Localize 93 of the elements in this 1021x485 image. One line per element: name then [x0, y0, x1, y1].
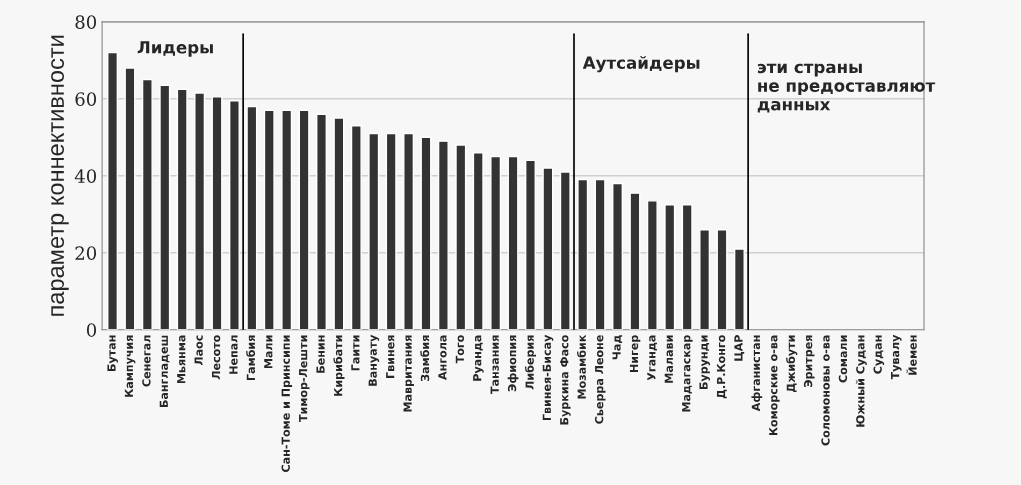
x-tick-label: Южный Судан	[855, 335, 867, 427]
bar	[228, 100, 240, 330]
x-tick-label: Тувалу	[891, 334, 902, 380]
y-tick-label: 80	[75, 15, 97, 29]
x-tick-label: Мозамбик	[576, 334, 586, 399]
y-tick-label: 60	[75, 92, 97, 106]
x-tick-label: Вануату	[368, 334, 380, 386]
x-tick-label: Сан-Томе и Принсипи	[281, 335, 293, 472]
x-tick-label: Д.Р.Конго	[716, 335, 727, 399]
x-tick-label: ЦАР	[734, 335, 745, 361]
x-tick-label: Кирибати	[333, 335, 345, 396]
x-tick-label: Бангладеш	[159, 335, 170, 408]
x-tick-label: Бутан	[107, 335, 118, 371]
bar	[333, 117, 345, 330]
bar	[472, 152, 484, 330]
x-tick-label: Тимор-Лешти	[299, 335, 310, 423]
bar	[612, 182, 624, 330]
bar	[664, 203, 676, 330]
x-tick-label: Гаити	[351, 335, 360, 371]
annotation: эти страны не предоставляют данных	[757, 63, 936, 113]
y-tick-label: 40	[74, 169, 97, 183]
bar	[350, 125, 362, 330]
x-tick-label: Гвинея-Бисау	[542, 334, 554, 421]
x-tick-label: Танзания	[490, 335, 499, 394]
bar	[542, 167, 554, 330]
x-tick-label: Эритрея	[803, 335, 815, 387]
x-tick-label: Сьерра Леоне	[594, 335, 606, 424]
x-tick-label: Бенин	[316, 335, 325, 373]
x-tick-label: Руанда	[473, 335, 484, 381]
x-tick-label: Афганистан	[751, 335, 763, 412]
x-tick-label: Мали	[264, 335, 273, 369]
x-tick-label: Замбия	[420, 335, 430, 382]
x-tick-label: Коморские о-ва	[769, 335, 780, 436]
bar	[577, 178, 589, 330]
bar	[681, 203, 693, 330]
x-tick-label: Ангола	[438, 335, 447, 380]
x-tick-label: Бурунди	[699, 335, 710, 389]
y-axis-title: параметр коннективности	[51, 35, 69, 316]
x-tick-label: Лесото	[211, 335, 221, 380]
bar	[246, 105, 258, 330]
annotation: Лидеры	[137, 41, 213, 57]
y-tick-label: 0	[86, 323, 97, 337]
bar	[403, 132, 415, 330]
x-tick-label: Лаос	[194, 335, 203, 366]
bar	[716, 229, 728, 330]
x-tick-label: Мавритания	[403, 335, 414, 412]
bar	[455, 144, 467, 330]
x-tick-label: Того	[455, 335, 465, 364]
x-tick-label: Непал	[229, 335, 238, 374]
bar	[298, 109, 310, 330]
bar	[629, 192, 641, 330]
bar	[646, 200, 658, 330]
x-tick-label: Кампучия	[124, 335, 136, 397]
bar	[211, 96, 223, 330]
x-tick-label: Соломоновы о-ва	[821, 335, 830, 446]
bar	[524, 159, 536, 330]
bar	[107, 51, 119, 330]
x-tick-label: Йемен	[906, 335, 917, 375]
y-tick-label: 20	[75, 246, 97, 260]
bar	[507, 155, 519, 330]
x-tick-label: Либерия	[524, 335, 537, 390]
annotation: Аутсайдеры	[582, 56, 700, 73]
bar	[263, 109, 275, 330]
bar	[281, 109, 293, 330]
x-tick-label: Сенегал	[142, 335, 151, 387]
x-tick-label: Нигер	[629, 335, 641, 373]
x-tick-label: Гвинея	[386, 335, 395, 378]
bar	[437, 140, 449, 330]
x-tick-label: Мадагаскар	[682, 335, 693, 412]
x-tick-label: Гамбия	[246, 335, 256, 380]
bar	[490, 155, 502, 330]
x-tick-label: Малави	[664, 335, 673, 383]
x-tick-label: Уганда	[647, 335, 657, 381]
bar	[559, 171, 571, 330]
bar	[699, 229, 711, 330]
bar	[316, 113, 327, 330]
bar	[176, 88, 188, 330]
bar	[733, 248, 745, 330]
bar	[385, 132, 397, 330]
x-tick-label: Судан	[873, 335, 885, 374]
bar	[594, 178, 606, 330]
bar	[159, 84, 171, 330]
x-tick-label: Эфиопия	[507, 335, 519, 392]
x-tick-label: Сомали	[838, 335, 848, 383]
bar	[194, 92, 206, 330]
bar	[141, 78, 153, 330]
bar	[124, 67, 136, 330]
bar	[368, 132, 380, 330]
x-tick-label: Чад	[612, 335, 623, 360]
x-tick-label: Мьянма	[177, 335, 186, 384]
x-tick-label: Джибути	[786, 335, 798, 392]
x-tick-label: Буркина Фасо	[560, 335, 571, 425]
bar	[420, 136, 432, 330]
